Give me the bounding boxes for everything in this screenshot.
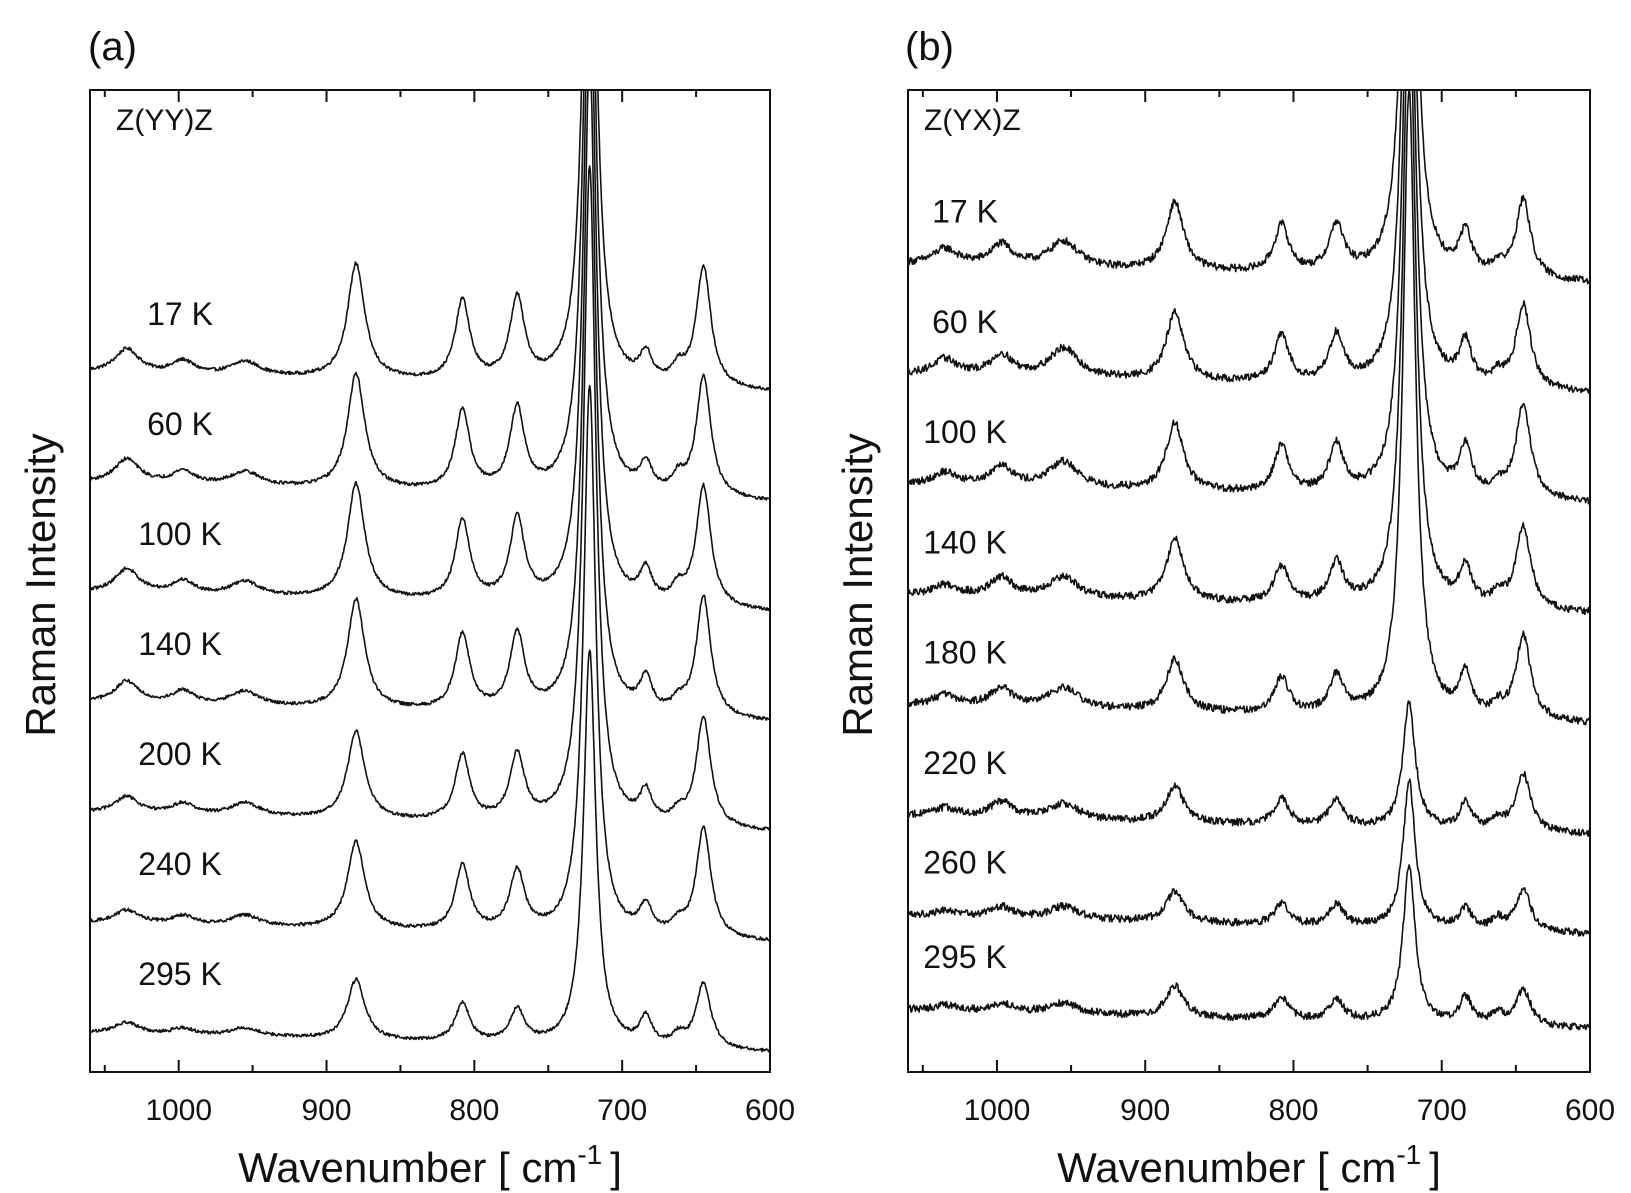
temperature-label: 260 K: [923, 845, 1007, 881]
spectrum-line: [90, 649, 770, 1053]
panel-b-x-tick-labels: 1000 900 800 700 600: [964, 1094, 1615, 1127]
spectrum-line: [908, 864, 1590, 1031]
panel-b-spectra: [908, 91, 1590, 1031]
temperature-label: 295 K: [138, 956, 222, 992]
x-tick-label: 600: [745, 1094, 795, 1127]
temperature-label: 17 K: [147, 296, 213, 332]
panel-a-letter: (a): [88, 25, 137, 69]
temperature-label: 100 K: [923, 414, 1007, 450]
x-tick-label: 700: [1417, 1094, 1467, 1127]
x-tick-label: 900: [301, 1094, 351, 1127]
spectrum-line: [908, 91, 1590, 726]
panel-b: (b) Z(YX)Z 1000 900 800 700 600 17 K 60 K 100 …: [834, 25, 1615, 1191]
temperature-label: 140 K: [138, 626, 222, 662]
spectrum-line: [90, 385, 770, 942]
spectrum-line: [90, 165, 770, 831]
temperature-label: 100 K: [138, 516, 222, 552]
x-tick-label: 800: [1268, 1094, 1318, 1127]
x-tick-label: 600: [1565, 1094, 1615, 1127]
spectrum-line: [908, 778, 1590, 937]
panel-a-frame: [89, 89, 771, 1073]
panel-a: (a) Z(YY)Z 1000 900 800 700 600 17 K 60 K 100 …: [17, 25, 795, 1191]
panel-a-x-tick-labels: 1000 900 800 700 600: [145, 1094, 795, 1127]
panel-a-x-axis-title: Wavenumber [ cm-1]: [238, 1139, 622, 1191]
temperature-label: 60 K: [147, 406, 213, 442]
x-tick-label: 800: [449, 1094, 499, 1127]
spectrum-line: [90, 91, 770, 721]
x-tick-label: 900: [1120, 1094, 1170, 1127]
panel-b-ticks: [921, 90, 1591, 1072]
spectrum-line: [908, 91, 1590, 505]
spectrum-line: [90, 91, 770, 612]
spectrum-line: [90, 91, 770, 391]
temperature-label: 180 K: [923, 635, 1007, 671]
temperature-label: 295 K: [923, 939, 1007, 975]
panel-a-temperature-labels: 17 K 60 K 100 K 140 K 200 K 240 K 295 K: [138, 296, 222, 992]
temperature-label: 240 K: [138, 846, 222, 882]
panel-b-x-axis-title: Wavenumber [ cm-1]: [1057, 1139, 1441, 1191]
panel-a-y-axis-title: Raman Intensity: [17, 433, 64, 736]
spectrum-line: [908, 91, 1590, 394]
x-tick-label: 1000: [964, 1094, 1031, 1127]
temperature-label: 200 K: [138, 736, 222, 772]
spectrum-line: [908, 700, 1590, 838]
x-tick-label: 700: [597, 1094, 647, 1127]
temperature-label: 17 K: [932, 194, 998, 230]
panel-a-polarization-label: Z(YY)Z: [116, 104, 213, 137]
panel-a-spectra: [90, 91, 770, 1053]
temperature-label: 220 K: [923, 745, 1007, 781]
temperature-label: 140 K: [923, 524, 1007, 560]
panel-b-temperature-labels: 17 K 60 K 100 K 140 K 180 K 220 K 260 K 295 K: [923, 194, 1007, 976]
spectrum-line: [908, 91, 1590, 285]
panel-a-ticks: [103, 90, 771, 1072]
panel-b-y-axis-title: Raman Intensity: [834, 433, 881, 736]
panel-b-frame: [907, 89, 1591, 1073]
panel-b-polarization-label: Z(YX)Z: [924, 104, 1021, 137]
spectrum-line: [90, 91, 770, 501]
panel-b-letter: (b): [905, 25, 954, 69]
spectrum-line: [908, 91, 1590, 616]
x-tick-label: 1000: [145, 1094, 212, 1127]
temperature-label: 60 K: [932, 304, 998, 340]
